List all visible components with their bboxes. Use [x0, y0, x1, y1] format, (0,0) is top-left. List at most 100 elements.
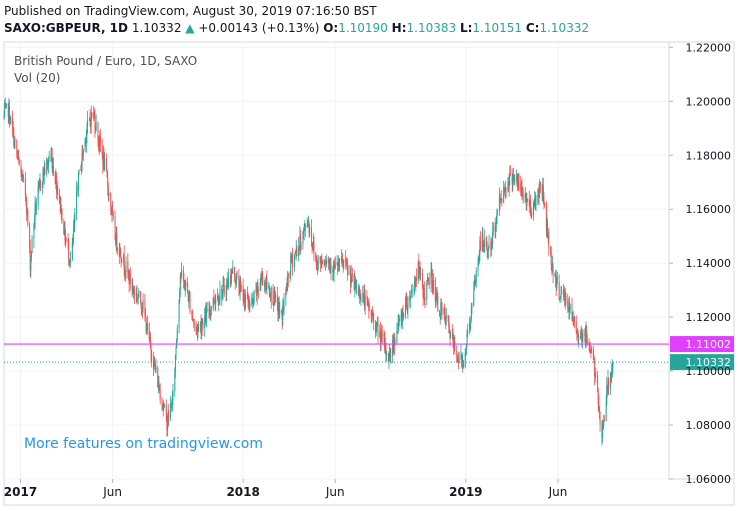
candle-body [293, 254, 295, 268]
candle-body [581, 328, 583, 342]
candle-body [181, 269, 183, 277]
candle-body [85, 135, 87, 144]
candle-body [141, 308, 143, 310]
candle-body [97, 122, 99, 141]
candle-body [278, 304, 280, 315]
candle-body [141, 308, 143, 310]
candle-body [124, 269, 126, 273]
candle-body [142, 300, 144, 310]
candle-body [517, 176, 519, 187]
candle-body [315, 260, 317, 263]
candle-body [25, 194, 27, 201]
candle-body [18, 155, 20, 160]
plot-area[interactable] [3, 41, 670, 480]
candle-body [505, 190, 507, 192]
candle-body [14, 139, 16, 141]
candle-body [578, 335, 580, 339]
promo-link[interactable]: More features on tradingview.com [24, 436, 263, 452]
candle-body [35, 202, 37, 211]
candle-body [180, 275, 182, 277]
candle-body [213, 297, 215, 303]
candle-body [524, 194, 526, 197]
candle-body [402, 311, 404, 314]
candle-body [598, 406, 600, 412]
candle-body [198, 324, 200, 327]
candle-body [149, 337, 151, 339]
candle-body [330, 264, 332, 273]
candle-body [458, 360, 460, 364]
candle-body [345, 259, 347, 264]
candle-body [252, 299, 254, 301]
candle-body [268, 286, 270, 297]
candle-body [73, 223, 75, 230]
candle-body [530, 199, 532, 214]
horizontal-line-price-tag [670, 336, 734, 353]
candle-body [602, 425, 604, 428]
candle-body [555, 273, 557, 279]
candle-body [436, 293, 438, 301]
candle-body [174, 370, 176, 392]
candle-body [406, 306, 408, 310]
candle-body [161, 400, 163, 407]
candle-body [590, 350, 592, 352]
y-tick-label: 1.14000 [686, 257, 732, 270]
candle-body [182, 269, 184, 281]
candle-body [154, 365, 156, 371]
candle-body [487, 247, 489, 251]
time-axis[interactable] [3, 478, 735, 506]
candle-body [483, 243, 485, 248]
candle-body [212, 297, 214, 309]
candle-body [340, 258, 342, 261]
candle-body [466, 333, 468, 345]
candle-body [17, 155, 19, 157]
candle-body [440, 302, 442, 316]
candle-body [602, 427, 603, 438]
candle-body [270, 287, 272, 301]
candle-body [154, 360, 156, 366]
candle-body [209, 310, 211, 313]
candle-body [467, 329, 469, 334]
candle-body [162, 406, 164, 409]
high-label: H: [391, 21, 407, 35]
volume-indicator-label[interactable]: Vol (20) [14, 71, 61, 85]
candle-body [375, 322, 377, 333]
candle-body [400, 313, 402, 322]
candle-body [414, 280, 416, 290]
candle-body [166, 415, 168, 431]
candle-body [261, 275, 263, 278]
candle-body [321, 260, 323, 262]
candle-body [508, 176, 510, 189]
candle-body [80, 169, 82, 171]
candle-body [278, 304, 280, 314]
candle-body [450, 331, 452, 339]
candle-body [144, 300, 146, 316]
candle-body [567, 308, 569, 312]
candle-body [81, 152, 83, 164]
candle-body [48, 161, 50, 165]
candle-body [60, 208, 62, 214]
candle-body [448, 326, 450, 332]
candle-body [38, 184, 40, 188]
candle-body [431, 269, 433, 272]
candle-body [520, 182, 522, 192]
candle-body [179, 275, 181, 291]
candle-body [103, 154, 105, 170]
candle-body [232, 266, 234, 274]
horizontal-line-layer[interactable]: 1.11002 1.10332 [4, 336, 734, 371]
candle-body [547, 233, 549, 238]
candle-body [349, 270, 351, 274]
candle-body [481, 235, 483, 250]
candle-body [435, 293, 437, 302]
candle-body [597, 390, 599, 404]
candle-body [319, 258, 321, 260]
candle-body [405, 296, 407, 306]
candle-body [30, 257, 32, 271]
candle-body [283, 298, 285, 310]
candle-body [4, 106, 6, 114]
candle-body [307, 224, 309, 226]
candle-body [427, 278, 429, 280]
price-axis[interactable] [668, 41, 735, 480]
candle-body [503, 187, 505, 192]
candle-body [13, 130, 15, 147]
